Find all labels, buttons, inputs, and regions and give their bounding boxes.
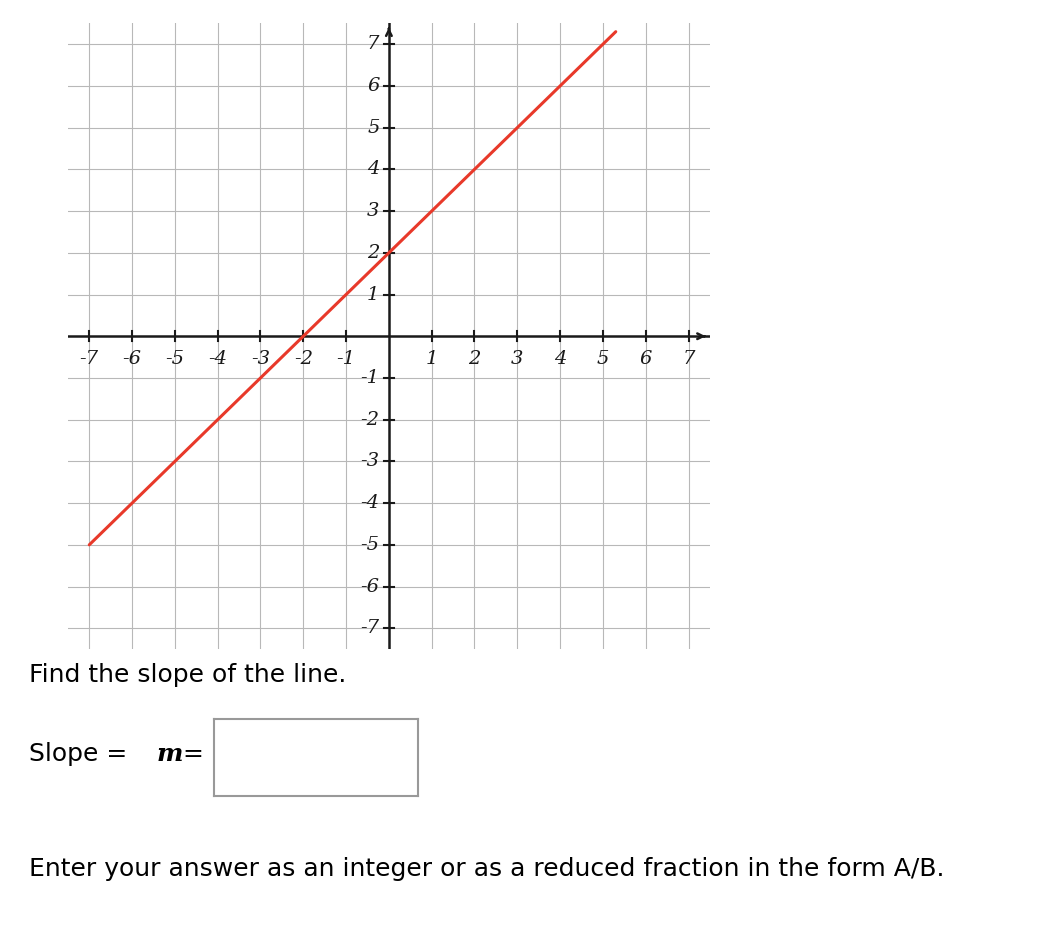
Text: 7: 7 [367,35,379,53]
Text: -7: -7 [79,349,99,368]
Text: -7: -7 [360,619,379,637]
Text: 6: 6 [640,349,651,368]
Text: 5: 5 [597,349,609,368]
Text: -2: -2 [360,411,379,429]
Text: -4: -4 [360,494,379,512]
Text: 4: 4 [554,349,566,368]
Text: m: m [157,743,183,766]
Text: 3: 3 [512,349,523,368]
Text: 6: 6 [367,77,379,95]
Text: -1: -1 [360,369,379,387]
Text: 5: 5 [367,119,379,136]
Text: 1: 1 [426,349,437,368]
Text: 7: 7 [683,349,694,368]
Text: -6: -6 [360,577,379,596]
Text: Slope =: Slope = [29,743,136,766]
Text: -3: -3 [360,452,379,471]
Text: -5: -5 [360,536,379,554]
Text: Enter your answer as an integer or as a reduced fraction in the form A/B.: Enter your answer as an integer or as a … [29,857,945,881]
Text: =: = [175,743,205,766]
Text: -2: -2 [293,349,313,368]
Text: 4: 4 [367,161,379,178]
Text: -5: -5 [165,349,185,368]
Text: -6: -6 [122,349,142,368]
Text: 1: 1 [367,286,379,304]
Text: 3: 3 [367,202,379,220]
Text: -3: -3 [251,349,270,368]
Text: -1: -1 [336,349,356,368]
Text: 2: 2 [367,244,379,262]
Text: 2: 2 [469,349,480,368]
Text: -4: -4 [208,349,228,368]
Text: Find the slope of the line.: Find the slope of the line. [29,663,347,686]
